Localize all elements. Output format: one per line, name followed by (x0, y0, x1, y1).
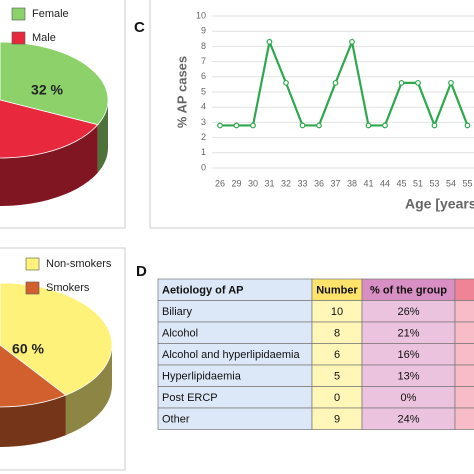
legend-swatch (11, 7, 26, 21)
point (349, 38, 355, 45)
point (464, 122, 471, 129)
point (250, 122, 256, 129)
x-tick-label: 54 (446, 178, 456, 188)
cell-text: 8 (334, 328, 340, 340)
cell-text: Number (316, 285, 358, 297)
cell-text: 21% (397, 328, 419, 340)
point (398, 79, 405, 86)
y-tick-label: 6 (201, 71, 206, 81)
y-tick-label: 5 (201, 86, 206, 96)
x-tick-label: 31 (264, 178, 274, 188)
x-tick-label: 45 (396, 178, 406, 188)
x-tick-label: 55 (462, 178, 472, 188)
panel-frame (0, 0, 126, 229)
x-tick-label: 36 (314, 178, 324, 188)
cell-text: Alcohol (162, 328, 198, 340)
cell-text: Post ERCP (162, 392, 218, 404)
y-tick-label: 3 (201, 117, 206, 127)
pie-slice (0, 282, 67, 408)
table-cell (454, 321, 474, 344)
cell-text: 26% (397, 306, 419, 318)
y-tick-label: 2 (201, 132, 206, 142)
legend-swatch (25, 257, 40, 271)
point (382, 122, 388, 129)
x-axis-label: Age [years (405, 196, 474, 212)
y-tick-label: 8 (201, 41, 206, 51)
pie-side (65, 345, 112, 436)
cell-text: Hyperlipidaemia (162, 371, 242, 383)
cell-text: Biliary (162, 306, 192, 318)
x-tick-label: 53 (429, 178, 439, 188)
point (415, 79, 421, 86)
table-cell (454, 386, 474, 409)
cell-text: Aetiology of AP (162, 285, 243, 297)
table-cell (454, 343, 474, 366)
cell-text: 5 (334, 371, 340, 383)
y-tick-label: 10 (196, 10, 206, 20)
table-cell (454, 407, 474, 430)
panel-label: C (134, 19, 145, 36)
x-tick-label: 29 (231, 178, 241, 188)
cell-text: 6 (334, 349, 340, 361)
y-tick-label: 9 (201, 26, 206, 36)
cell-text: 0% (401, 392, 417, 404)
cell-text: 16% (397, 349, 419, 361)
table-cell (454, 278, 474, 301)
y-tick-label: 4 (201, 102, 206, 112)
point (299, 122, 306, 129)
panel-frame (0, 247, 126, 471)
cell-text: % of the group (370, 285, 447, 297)
point (217, 122, 223, 129)
cell-text: 13% (397, 371, 419, 383)
cell-text: Other (162, 414, 190, 426)
x-tick-label: 41 (363, 178, 373, 188)
point (233, 122, 240, 129)
x-tick-label: 37 (330, 178, 340, 188)
cell-text: 10 (331, 306, 343, 318)
point (332, 79, 339, 86)
x-tick-label: 30 (248, 178, 258, 188)
x-tick-label: 32 (281, 178, 291, 188)
pie-side (0, 395, 66, 447)
y-tick-label: 0 (201, 162, 206, 172)
point (431, 122, 438, 129)
point (283, 79, 289, 86)
legend-label: Smokers (46, 282, 90, 294)
y-tick-label: 7 (201, 56, 206, 66)
table-cell (454, 300, 474, 323)
y-axis-label: % AP cases (174, 56, 189, 128)
slice-label: 60 % (12, 341, 44, 357)
pie-side (97, 100, 108, 173)
cell-text: 9 (334, 414, 340, 426)
legend-swatch (25, 281, 40, 295)
point (316, 122, 322, 129)
legend-label: Female (32, 8, 69, 20)
point (365, 122, 372, 129)
line (220, 37, 469, 129)
pie-side (0, 124, 98, 206)
x-tick-label: 33 (297, 178, 307, 188)
legend-swatch (11, 31, 26, 45)
cell-text: 0 (334, 392, 340, 404)
cell-text: Alcohol and hyperlipidaemia (162, 349, 300, 361)
legend-label: Non-smokers (46, 258, 112, 270)
x-tick-label: 26 (215, 178, 225, 188)
x-tick-label: 38 (347, 178, 357, 188)
point (266, 38, 273, 45)
y-tick-label: 1 (201, 147, 206, 157)
cell-text: 24% (397, 414, 419, 426)
panel-label: D (136, 263, 147, 280)
x-tick-label: 51 (413, 178, 423, 188)
pie-slice (0, 41, 99, 159)
legend-label: Male (32, 32, 56, 44)
panel-frame (149, 0, 474, 229)
slice-label: 32 % (31, 82, 63, 98)
table-cell (454, 364, 474, 387)
x-tick-label: 44 (380, 178, 390, 188)
point (448, 79, 454, 86)
